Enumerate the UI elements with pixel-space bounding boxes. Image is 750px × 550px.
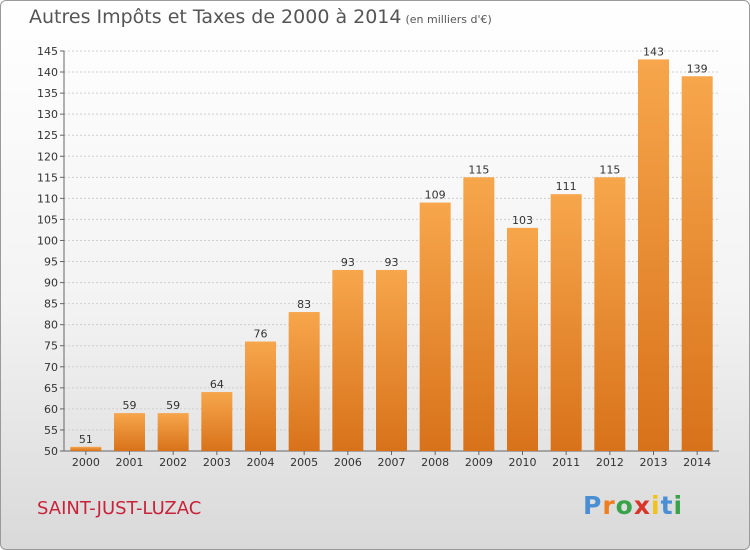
x-tick-label-2001: 2001 (116, 456, 144, 469)
bar-2010 (507, 227, 538, 451)
city-name: SAINT-JUST-LUZAC (37, 498, 202, 519)
y-tick-label: 145 (37, 45, 58, 58)
x-tick-label-2007: 2007 (378, 456, 406, 469)
value-label-2013: 143 (643, 45, 664, 58)
x-tick-label-2011: 2011 (552, 456, 580, 469)
y-tick-label: 125 (37, 129, 58, 142)
logo-letter: r (602, 491, 616, 520)
logo-letter: o (615, 491, 634, 520)
value-label-2000: 51 (79, 433, 93, 446)
x-tick-label-2010: 2010 (509, 456, 537, 469)
value-label-2005: 83 (297, 298, 311, 311)
bar-2005 (288, 312, 320, 451)
value-label-2008: 109 (425, 189, 446, 202)
value-label-2004: 76 (254, 328, 268, 341)
value-label-2006: 93 (341, 256, 355, 269)
y-tick-label: 70 (44, 361, 58, 374)
bar-2004 (245, 341, 276, 451)
bar-2014 (681, 76, 713, 452)
y-tick-label: 75 (44, 340, 58, 353)
value-label-2007: 93 (385, 256, 399, 269)
x-tick-label-2000: 2000 (72, 456, 100, 469)
chart-title: Autres Impôts et Taxes de 2000 à 2014 (en… (29, 6, 492, 28)
x-tick-label-2002: 2002 (159, 456, 187, 469)
x-tick-label-2009: 2009 (465, 456, 493, 469)
y-tick-label: 55 (44, 424, 58, 437)
bar-2000 (70, 446, 102, 451)
bar-2001 (114, 413, 145, 451)
x-tick-label-2008: 2008 (421, 456, 449, 469)
bar-2007 (376, 269, 407, 451)
y-tick-label: 130 (37, 108, 58, 121)
chart-title-unit: (en milliers d'€) (405, 13, 492, 26)
y-tick-label: 60 (44, 403, 58, 416)
x-tick-label-2012: 2012 (596, 456, 624, 469)
value-label-2012: 115 (599, 163, 620, 176)
chart-title-main: Autres Impôts et Taxes de 2000 à 2014 (29, 6, 402, 28)
y-tick-label: 90 (44, 277, 58, 290)
y-tick-label: 105 (37, 213, 58, 226)
y-tick-label: 80 (44, 319, 58, 332)
y-tick-label: 110 (37, 192, 58, 205)
x-tick-label-2014: 2014 (683, 456, 711, 469)
value-label-2011: 111 (556, 180, 577, 193)
bar-2002 (157, 413, 189, 451)
logo-letter: x (633, 491, 651, 520)
y-tick-label: 95 (44, 256, 58, 269)
logo-letter: P (583, 491, 603, 520)
value-label-2014: 139 (687, 62, 708, 75)
x-tick-label-2013: 2013 (640, 456, 668, 469)
x-tick-label-2006: 2006 (334, 456, 362, 469)
value-label-2003: 64 (210, 378, 224, 391)
y-tick-label: 135 (37, 87, 58, 100)
y-tick-label: 65 (44, 382, 58, 395)
bar-2012 (594, 177, 626, 451)
y-tick-label: 100 (37, 234, 58, 247)
value-label-2002: 59 (166, 399, 180, 412)
bar-2011 (550, 194, 582, 451)
bar-2008 (419, 202, 451, 451)
y-tick-label: 85 (44, 298, 58, 311)
x-tick-label-2004: 2004 (247, 456, 275, 469)
y-tick-label: 50 (44, 445, 58, 458)
bar-2006 (332, 269, 364, 451)
logo-letter: t (660, 491, 674, 520)
logo-letter: i (673, 491, 684, 520)
bar-2013 (638, 59, 669, 451)
y-tick-label: 115 (37, 171, 58, 184)
value-label-2010: 103 (512, 214, 533, 227)
x-tick-label-2003: 2003 (203, 456, 231, 469)
x-tick-label-2005: 2005 (290, 456, 318, 469)
proxiti-logo[interactable]: Proxiti (583, 491, 683, 520)
bar-2009 (463, 177, 495, 451)
bar-2003 (201, 392, 233, 451)
logo-letter: i (651, 491, 661, 520)
y-tick-label: 140 (37, 66, 58, 79)
value-label-2001: 59 (123, 399, 137, 412)
value-label-2009: 115 (468, 163, 489, 176)
y-tick-label: 120 (37, 150, 58, 163)
